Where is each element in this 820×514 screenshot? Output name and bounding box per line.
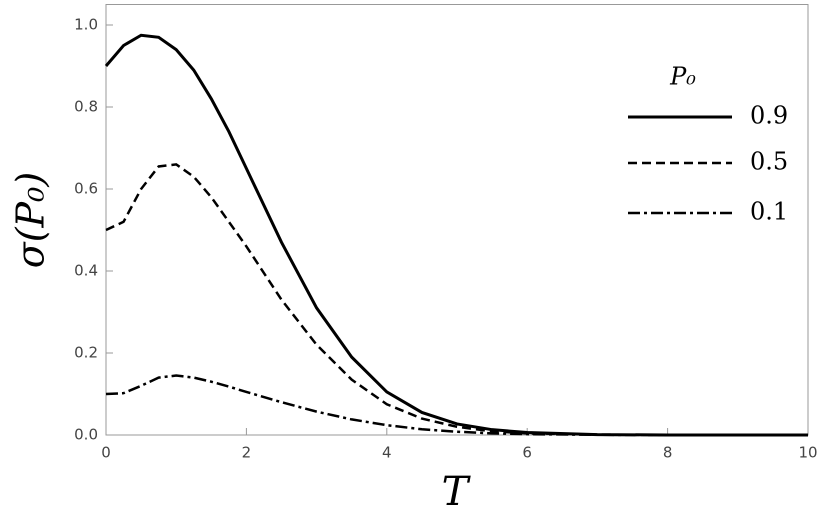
- plot-frame: [105, 4, 809, 436]
- x-tick-label: 10: [798, 444, 817, 462]
- x-tick-label: 2: [242, 444, 252, 462]
- y-tick-label: 0.8: [74, 98, 98, 116]
- y-tick-label: 1.0: [74, 16, 98, 34]
- y-tick-label: 0.0: [74, 426, 98, 444]
- legend-label: 0.9: [750, 102, 788, 130]
- y-axis-label: σ(P₀): [9, 172, 53, 268]
- x-tick-label: 0: [101, 444, 111, 462]
- y-tick-label: 0.2: [74, 344, 98, 362]
- series-line: [105, 374, 808, 437]
- legend-label: 0.5: [750, 148, 788, 176]
- x-tick-label: 8: [663, 444, 673, 462]
- x-tick-label: 6: [522, 444, 532, 462]
- series-line: [104, 33, 808, 437]
- series-line: [105, 163, 808, 437]
- y-tick-label: 0.4: [74, 262, 98, 280]
- x-axis-label: T: [442, 469, 472, 514]
- legend-label: 0.1: [750, 198, 788, 226]
- legend-title: P₀: [669, 63, 696, 91]
- x-tick-label: 4: [382, 444, 392, 462]
- y-tick-label: 0.6: [74, 180, 98, 198]
